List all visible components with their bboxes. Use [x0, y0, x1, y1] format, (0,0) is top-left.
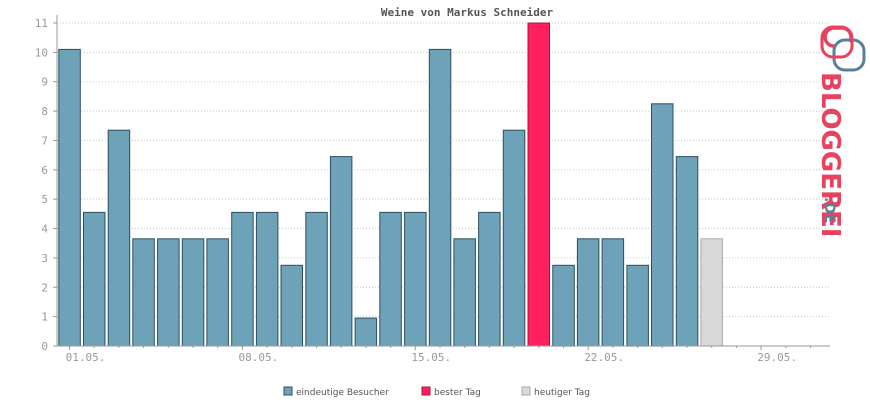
- y-tick-label: 0: [41, 340, 48, 353]
- x-tick-label: 08.05.: [239, 351, 279, 364]
- bar: [700, 238, 723, 347]
- chart-title: Weine von Markus Schneider: [381, 6, 554, 19]
- logo-wordmark: BLOGGEREI: [815, 72, 845, 237]
- bar: [576, 238, 600, 347]
- logo-suffix: .DE: [821, 197, 837, 224]
- y-axis-ticks: 0 1 2 3 4 5 6 7 8 9 10 11: [35, 17, 57, 353]
- bar: [280, 264, 303, 347]
- x-tick-label: 29.05.: [757, 351, 797, 364]
- bar: [675, 156, 699, 347]
- y-tick-label: 3: [41, 252, 48, 265]
- bar: [379, 211, 402, 347]
- legend-label: heutiger Tag: [534, 388, 590, 398]
- y-tick-label: 7: [41, 134, 48, 147]
- bar: [181, 238, 205, 347]
- y-tick-label: 2: [41, 281, 48, 294]
- y-tick-label: 10: [35, 46, 48, 59]
- bar: [601, 238, 625, 347]
- bar: [404, 211, 427, 347]
- bar: [206, 238, 229, 347]
- x-tick-label: 01.05.: [66, 351, 106, 364]
- y-tick-label: 6: [41, 164, 48, 177]
- bar: [527, 22, 550, 347]
- bar: [305, 211, 328, 347]
- legend: eindeutige Besucher bester Tag heutiger Ta…: [283, 386, 590, 398]
- bar: [58, 48, 81, 347]
- y-tick-label: 8: [41, 105, 48, 118]
- bar: [107, 129, 131, 347]
- legend-swatch: [421, 386, 431, 396]
- bar: [651, 103, 674, 347]
- bar: [428, 48, 452, 347]
- bar: [552, 264, 575, 347]
- y-tick-label: 5: [41, 193, 48, 206]
- y-tick-label: 9: [41, 76, 48, 89]
- legend-swatch: [521, 386, 531, 396]
- bar: [83, 211, 106, 347]
- bar: [502, 129, 526, 347]
- bar: [478, 211, 501, 347]
- x-axis-ticks: 01.05. 08.05. 15.05. 22.05. 29.05.: [66, 346, 811, 364]
- logo-icon: [820, 25, 866, 72]
- legend-swatch: [283, 386, 293, 396]
- axes: [56, 15, 830, 347]
- bar: [255, 211, 279, 347]
- y-tick-label: 1: [41, 311, 48, 324]
- y-tick-label: 4: [41, 223, 48, 236]
- bar: [329, 156, 353, 347]
- bar: [157, 238, 180, 347]
- bloggerei-logo: BLOGGEREI .DE: [815, 25, 866, 237]
- y-tick-label: 11: [35, 17, 48, 30]
- legend-label: bester Tag: [434, 388, 481, 398]
- legend-label: eindeutige Besucher: [296, 388, 389, 398]
- bar: [626, 264, 649, 347]
- x-tick-label: 15.05.: [411, 351, 451, 364]
- bar: [453, 238, 476, 347]
- bar: [132, 238, 155, 347]
- bar: [231, 211, 254, 347]
- x-tick-label: 22.05.: [584, 351, 624, 364]
- bars: [58, 22, 723, 347]
- bar: [354, 317, 378, 347]
